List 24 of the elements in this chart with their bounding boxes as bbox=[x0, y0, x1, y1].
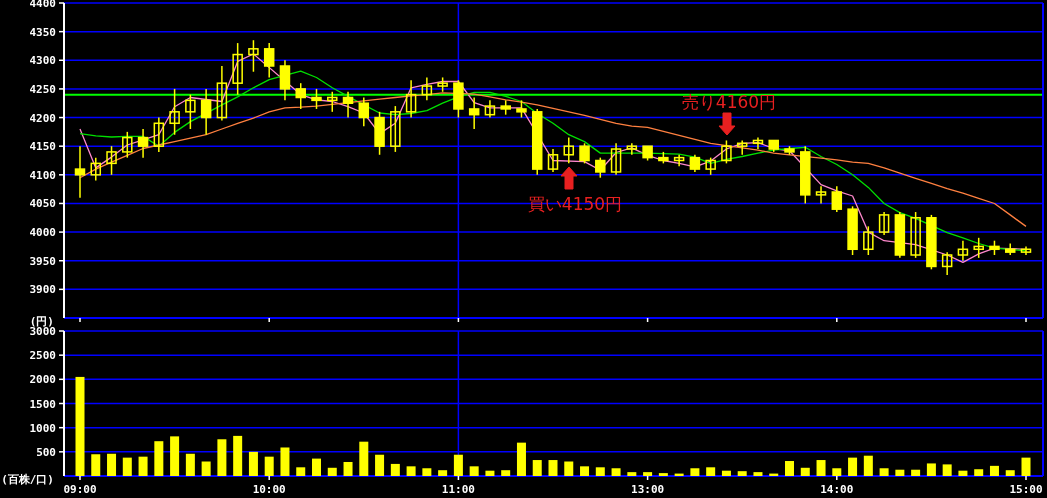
annotation: 売り4160円 bbox=[681, 92, 777, 112]
y-tick-label: 4200 bbox=[29, 111, 56, 125]
y-tick-label: 4350 bbox=[29, 25, 56, 39]
y-axis-title: (円) bbox=[29, 315, 54, 328]
y-tick-label: 2500 bbox=[29, 349, 56, 363]
y-tick-label: 4050 bbox=[29, 197, 56, 211]
y-axis-title: (百株/口) bbox=[1, 473, 54, 486]
y-tick-label: 4150 bbox=[29, 140, 56, 154]
y-tick-label: 3950 bbox=[29, 254, 56, 268]
y-tick-label: 4000 bbox=[29, 226, 56, 240]
y-tick-label: 4300 bbox=[29, 54, 56, 68]
y-tick-label: 1500 bbox=[29, 397, 56, 411]
x-tick-label: 13:00 bbox=[631, 483, 665, 496]
y-tick-label: 500 bbox=[36, 445, 56, 459]
x-tick-label: 10:00 bbox=[252, 483, 286, 496]
y-tick-label: 4250 bbox=[29, 82, 56, 96]
x-tick-label: 11:00 bbox=[441, 483, 475, 496]
x-tick-label: 09:00 bbox=[63, 483, 97, 496]
y-tick-label: 2000 bbox=[29, 373, 56, 387]
y-tick-label: 1000 bbox=[29, 421, 56, 435]
y-tick-label: 4100 bbox=[29, 168, 56, 182]
x-tick-label: 15:00 bbox=[1009, 483, 1043, 496]
x-tick-label: 14:00 bbox=[820, 483, 854, 496]
y-tick-label: 3900 bbox=[29, 283, 56, 297]
